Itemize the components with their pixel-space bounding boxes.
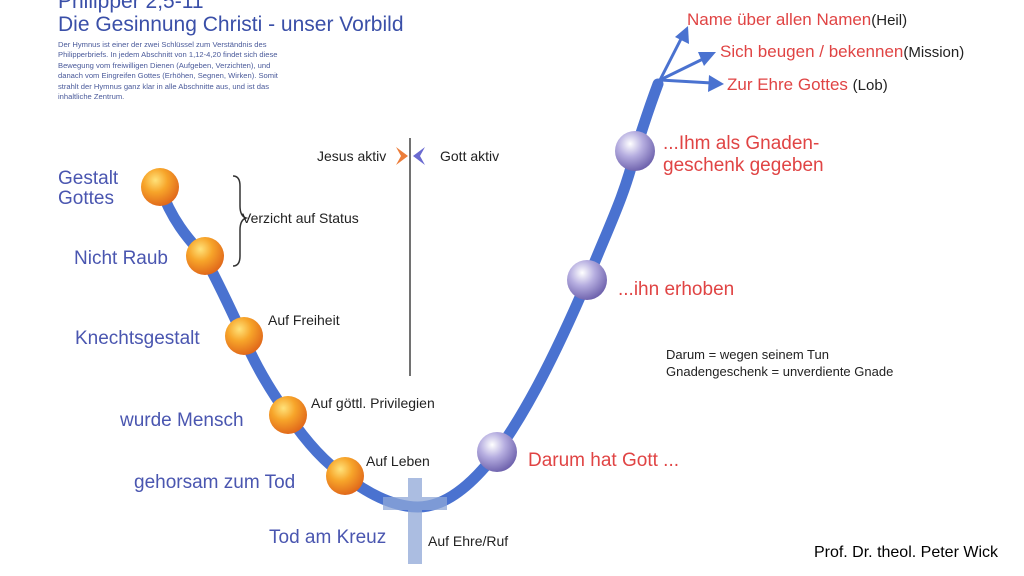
definition-gnadengeschenk: Gnadengeschenk = unverdiente Gnade [666,364,894,379]
arrowhead-name-icon [675,26,689,44]
stage-gestalt-line1: Gestalt [58,168,119,189]
status-brace [232,175,249,267]
outcome-glory-paren: (Lob) [852,77,888,94]
cross-icon [383,478,447,564]
outcome-name: Name über allen Namen(Heil) [687,10,907,30]
outcome-glory-label: Zur Ehre Gottes [727,75,848,94]
stage-nicht-raub: Nicht Raub [74,248,168,269]
note-auf-privilegien: Auf göttl. Privilegien [311,395,435,411]
stage-gnaden-line2: geschenk gegeben [663,155,824,176]
note-verzicht-status: Verzicht auf Status [242,210,359,226]
arrow-to-name-icon [658,34,685,81]
outcome-glory: Zur Ehre Gottes (Lob) [727,75,888,95]
jesus-arrow-icon [396,147,408,165]
arrowhead-bow-icon [698,52,716,66]
ball-knechtsgestalt [225,317,263,355]
stage-gnaden-line1: ...Ihm als Gnaden- [663,133,820,154]
author-credit: Prof. Dr. theol. Peter Wick [813,544,998,561]
outcome-name-label: Name über allen Namen [687,10,872,29]
intro-paragraph: Der Hymnus ist einer der zwei Schlüssel … [58,40,278,102]
ball-erhoben [567,260,607,300]
definitions-box: Darum = wegen seinem Tun Gnadengeschenk … [666,346,893,380]
stage-gnadengeschenk: ...Ihm als Gnaden- geschenk gegeben [663,133,824,177]
stage-gestalt-line2: Gottes [58,188,114,209]
outcome-name-paren: (Heil) [871,12,908,29]
arrowhead-glory-icon [708,75,724,92]
stage-gehorsam-zum-tod: gehorsam zum Tod [134,472,296,493]
outcome-bow-label: Sich beugen / bekennen [720,42,904,61]
note-auf-leben: Auf Leben [366,453,430,469]
stage-ihn-erhoben: ...ihn erhoben [618,279,735,300]
ball-gehorsam [326,457,364,495]
outcome-bow-paren: (Mission) [903,44,965,61]
ball-gnadengeschenk [615,131,655,171]
arrow-to-bow-icon [659,56,706,82]
outcome-bow: Sich beugen / bekennen(Mission) [720,42,964,62]
ball-nicht-raub [186,237,224,275]
stage-knechtsgestalt: Knechtsgestalt [75,328,200,349]
god-arrow-icon [413,147,425,165]
stage-darum-hat-gott: Darum hat Gott ... [528,450,679,471]
stage-tod-am-kreuz: Tod am Kreuz [269,527,387,548]
stage-gestalt-gottes: Gestalt Gottes [58,169,118,209]
note-auf-ehre: Auf Ehre/Ruf [428,533,509,549]
arrow-to-glory-icon [659,78,713,85]
label-gott-aktiv: Gott aktiv [440,148,500,164]
label-jesus-aktiv: Jesus aktiv [317,148,387,164]
note-auf-freiheit: Auf Freiheit [268,312,340,328]
ball-gestalt-gottes [141,168,179,206]
ball-wurde-mensch [269,396,307,434]
stage-wurde-mensch: wurde Mensch [120,410,244,431]
page-title-line1: Philipper 2,5-11 [58,0,204,13]
page-title-line2: Die Gesinnung Christi - unser Vorbild [58,13,404,36]
definition-darum: Darum = wegen seinem Tun [666,347,829,362]
ball-darum [477,432,517,472]
